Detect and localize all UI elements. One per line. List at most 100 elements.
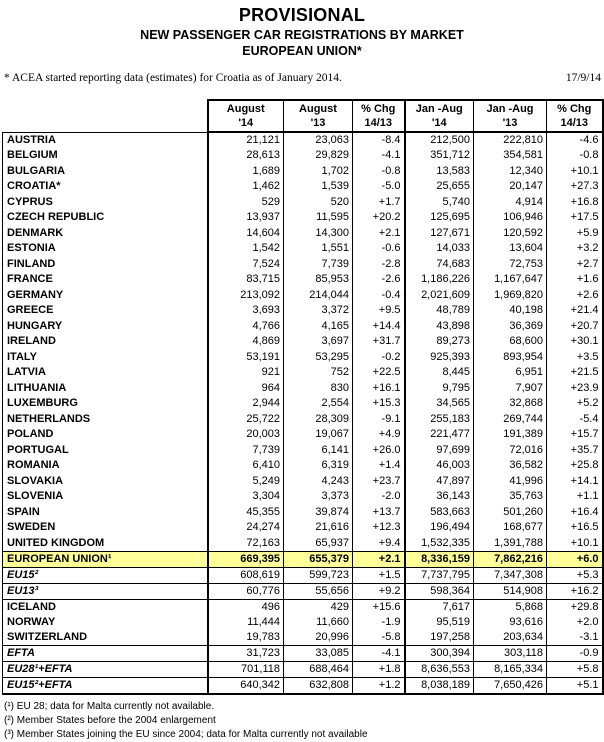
row-value: 5,249 xyxy=(207,473,284,489)
row-value: 14,604 xyxy=(207,225,284,241)
table-row: SPAIN 45,355 39,874 +13.7 583,663 501,260 +16.… xyxy=(2,504,604,520)
row-label: SLOVENIA xyxy=(2,489,209,505)
row-value: 3,373 xyxy=(283,489,353,505)
footnote-text: Member States before the 2004 enlargemen… xyxy=(16,715,216,726)
col-header-line: Jan -Aug xyxy=(415,103,463,115)
row-value: 1,532,335 xyxy=(404,535,474,551)
row-value: 608,619 xyxy=(207,567,284,584)
table-row: SWITZERLAND 19,783 20,996 -5.8 197,258 203,63… xyxy=(2,630,604,646)
row-value: 19,783 xyxy=(207,630,284,646)
row-value: +1.4 xyxy=(352,458,406,474)
table-row: UNITED KINGDOM 72,163 65,937 +9.4 1,532,335 1… xyxy=(2,535,604,551)
row-value: 655,379 xyxy=(283,550,353,568)
row-value: 40,198 xyxy=(473,303,547,319)
col-header-line: '13 xyxy=(502,117,518,129)
row-value: 269,744 xyxy=(473,411,547,427)
row-label: SWEDEN xyxy=(2,520,209,536)
col-header-line: August xyxy=(299,103,337,115)
row-value: 7,524 xyxy=(207,256,284,272)
row-value: -0.2 xyxy=(352,349,406,365)
table-row: ICELAND 496 429 +15.6 7,617 5,868 +29.8 xyxy=(2,599,604,615)
footnotes: (¹) EU 28; data for Malta currently not … xyxy=(4,701,604,742)
col-header-line: '14 xyxy=(238,117,254,129)
row-value: 1,551 xyxy=(283,241,353,257)
table-body: AUSTRIA 21,121 23,063 -8.4 212,500 222,810 -4.… xyxy=(2,131,604,695)
row-value: 598,364 xyxy=(404,583,474,600)
row-label: SWITZERLAND xyxy=(2,630,209,646)
row-value: 60,776 xyxy=(207,583,284,600)
row-value: 97,699 xyxy=(404,442,474,458)
row-value: +5.2 xyxy=(546,396,604,412)
row-value: 2,944 xyxy=(207,396,284,412)
row-value: +29.8 xyxy=(546,599,604,615)
row-value: 20,147 xyxy=(473,179,547,195)
row-value: 1,702 xyxy=(283,163,353,179)
row-value: 921 xyxy=(207,365,284,381)
row-label: SPAIN xyxy=(2,504,209,520)
row-value: 43,898 xyxy=(404,318,474,334)
table-row: CROATIA* 1,462 1,539 -5.0 25,655 20,147 +27.3 xyxy=(2,179,604,195)
footnote-marker: (³) xyxy=(4,729,14,740)
row-value: 5,740 xyxy=(404,194,474,210)
page-title: PROVISIONAL xyxy=(238,5,366,25)
row-value: 28,309 xyxy=(283,411,353,427)
row-value: 7,737,795 xyxy=(404,567,474,584)
corner-blank xyxy=(2,100,208,132)
row-value: 65,937 xyxy=(283,535,353,551)
row-value: +1.1 xyxy=(546,489,604,505)
row-value: 21,121 xyxy=(207,131,284,148)
row-value: 53,191 xyxy=(207,349,284,365)
row-value: 39,874 xyxy=(283,504,353,520)
row-value: 669,395 xyxy=(207,550,284,568)
row-value: 964 xyxy=(207,380,284,396)
row-value: +1.5 xyxy=(352,567,406,584)
row-label: SLOVAKIA xyxy=(2,473,209,489)
row-value: 303,118 xyxy=(473,645,547,662)
col-header-pct-chg-month: % Chg 14/13 xyxy=(352,99,406,133)
row-value: -0.9 xyxy=(546,645,604,662)
row-value: 7,650,426 xyxy=(473,677,547,695)
row-label: GERMANY xyxy=(2,287,209,303)
row-value: 197,258 xyxy=(404,630,474,646)
row-value: +5.1 xyxy=(546,677,604,695)
row-value: 3,697 xyxy=(283,334,353,350)
row-value: +16.1 xyxy=(352,380,406,396)
table-row: NORWAY 11,444 11,660 -1.9 95,519 93,616 +2.0 xyxy=(2,614,604,630)
row-value: 214,044 xyxy=(283,287,353,303)
row-value: 1,542 xyxy=(207,241,284,257)
table-row: ESTONIA 1,542 1,551 -0.6 14,033 13,604 +3.2 xyxy=(2,241,604,257)
row-label: CYPRUS xyxy=(2,194,209,210)
row-value: 212,500 xyxy=(404,131,474,148)
row-label: NORWAY xyxy=(2,614,209,630)
row-value: 41,996 xyxy=(473,473,547,489)
row-value: +35.7 xyxy=(546,442,604,458)
table-row: NETHERLANDS 25,722 28,309 -9.1 255,183 269,74… xyxy=(2,411,604,427)
row-value: -5.4 xyxy=(546,411,604,427)
row-value: -4.1 xyxy=(352,645,406,662)
row-label: NETHERLANDS xyxy=(2,411,209,427)
table-row: AUSTRIA 21,121 23,063 -8.4 212,500 222,810 -4.… xyxy=(2,131,604,148)
row-value: 68,600 xyxy=(473,334,547,350)
table-row: FINLAND 7,524 7,739 -2.8 74,683 72,753 +2.7 xyxy=(2,256,604,272)
row-value: 6,319 xyxy=(283,458,353,474)
table-row: DENMARK 14,604 14,300 +2.1 127,671 120,592 +5.… xyxy=(2,225,604,241)
row-label: UNITED KINGDOM xyxy=(2,535,209,551)
row-value: -3.1 xyxy=(546,630,604,646)
row-value: +2.7 xyxy=(546,256,604,272)
row-value: 7,907 xyxy=(473,380,547,396)
row-value: +5.8 xyxy=(546,661,604,678)
row-value: 53,295 xyxy=(283,349,353,365)
table-row: EUROPEAN UNION¹ 669,395 655,379 +2.1 8,336,1… xyxy=(2,550,604,568)
table-row: FRANCE 83,715 85,953 -2.6 1,186,226 1,167,647… xyxy=(2,272,604,288)
row-label: EU15² xyxy=(2,567,209,584)
registrations-table: August '14 August '13 % Chg 14/13 Jan -A… xyxy=(2,99,604,695)
row-value: 830 xyxy=(283,380,353,396)
row-value: 351,712 xyxy=(404,148,474,164)
row-value: 2,554 xyxy=(283,396,353,412)
row-label: CROATIA* xyxy=(2,179,209,195)
row-value: 5,868 xyxy=(473,599,547,615)
row-value: 191,389 xyxy=(473,427,547,443)
row-value: 4,914 xyxy=(473,194,547,210)
row-value: 28,613 xyxy=(207,148,284,164)
row-value: 45,355 xyxy=(207,504,284,520)
